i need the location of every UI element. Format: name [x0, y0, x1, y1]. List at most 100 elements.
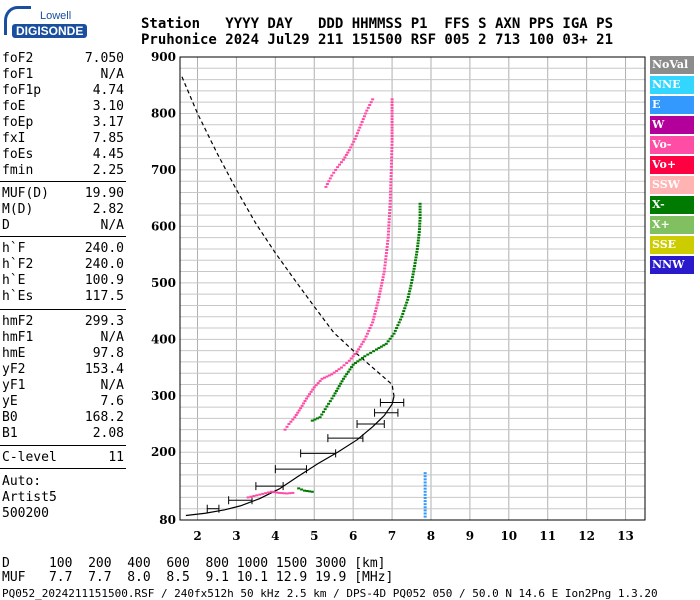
echo-point	[418, 219, 422, 222]
echo-point	[404, 304, 408, 307]
param-name: h`F	[2, 241, 26, 256]
param-value: 168.2	[84, 410, 124, 425]
echo-point	[418, 222, 422, 225]
param-row: hmE 97.8	[2, 346, 124, 362]
echo-point	[328, 177, 332, 180]
echo-point	[390, 137, 394, 140]
echo-point	[350, 143, 354, 146]
echo-point	[334, 168, 338, 171]
echo-point	[312, 386, 316, 389]
param-name: h`Es	[2, 289, 34, 304]
echo-point	[382, 344, 386, 347]
echo-point	[327, 402, 331, 405]
echo-point	[390, 129, 394, 132]
x-tick-label: 4	[271, 529, 279, 543]
echo-point	[346, 151, 350, 154]
echo-point	[423, 481, 427, 484]
echo-point	[335, 369, 339, 372]
echo-point	[389, 178, 393, 181]
param-name: D	[2, 218, 10, 233]
param-value: N/A	[100, 330, 124, 345]
echo-point	[423, 500, 427, 503]
echo-point	[372, 315, 376, 318]
x-tick-label: 6	[349, 529, 357, 543]
echo-point	[389, 184, 393, 187]
echo-point	[390, 106, 394, 109]
param-name: hmF1	[2, 330, 34, 345]
echo-point	[343, 156, 347, 159]
echo-point	[360, 343, 364, 346]
echo-point	[423, 506, 427, 509]
echo-point	[406, 295, 410, 298]
echo-point	[418, 214, 422, 217]
echo-point	[423, 490, 427, 493]
echo-point	[423, 472, 427, 475]
echo-point	[389, 162, 393, 165]
param-row: D N/A	[2, 218, 124, 234]
echo-point	[367, 329, 371, 332]
echo-point	[296, 411, 300, 414]
legend-item: NoVal	[650, 56, 694, 74]
echo-point	[372, 350, 376, 353]
legend-item: X-	[650, 196, 694, 214]
param-row: fxI 7.85	[2, 131, 124, 147]
echo-point	[389, 175, 393, 178]
echo-point	[345, 362, 349, 365]
echo-point	[332, 394, 336, 397]
echo-point	[408, 287, 412, 290]
echo-point	[417, 231, 421, 234]
echo-point	[325, 405, 329, 408]
param-value: 3.10	[92, 99, 124, 114]
echo-point	[388, 205, 392, 208]
echo-point	[388, 193, 392, 196]
echo-point	[414, 256, 418, 259]
echo-point	[332, 171, 336, 174]
param-value: N/A	[100, 218, 124, 233]
param-separator	[0, 236, 126, 237]
model-curve	[181, 76, 395, 397]
param-name: foF1	[2, 67, 34, 82]
echo-point	[379, 284, 383, 287]
echo-point	[357, 348, 361, 351]
echo-point	[269, 490, 273, 493]
param-value: 100.9	[84, 273, 124, 288]
echo-point	[300, 404, 304, 407]
param-name: h`F2	[2, 257, 34, 272]
echo-point	[351, 355, 355, 358]
echo-point	[388, 212, 392, 215]
param-name: B1	[2, 426, 18, 441]
echo-point	[382, 270, 386, 273]
echo-point	[299, 407, 303, 410]
echo-point	[417, 236, 421, 239]
echo-point	[415, 247, 419, 250]
echo-point	[337, 385, 341, 388]
echo-point	[313, 418, 317, 421]
param-value: 19.90	[84, 186, 124, 201]
echo-point	[371, 321, 375, 324]
echo-point	[412, 270, 416, 273]
echo-point	[417, 228, 421, 231]
echo-point	[408, 290, 412, 293]
echo-point	[390, 150, 394, 153]
logo-lowell: Lowell	[40, 10, 72, 22]
param-name: yE	[2, 394, 18, 409]
x-tick-label: 3	[232, 529, 240, 543]
echo-point	[415, 250, 419, 253]
echo-point	[308, 490, 312, 493]
param-row: yE 7.6	[2, 394, 124, 410]
echo-point	[389, 165, 393, 168]
echo-point	[327, 374, 331, 377]
param-name: MUF(D)	[2, 186, 49, 201]
param-row: hmF1 N/A	[2, 330, 124, 346]
echo-point	[314, 384, 318, 387]
x-tick-label: 5	[310, 529, 318, 543]
x-tick-label: 8	[427, 529, 435, 543]
x-tick-label: 9	[466, 529, 474, 543]
echo-point	[423, 496, 427, 499]
echo-point	[249, 495, 253, 498]
x-tick-label: 10	[500, 529, 517, 543]
param-row: foF1 N/A	[2, 67, 124, 83]
echo-point	[297, 409, 301, 412]
param-name: hmE	[2, 346, 26, 361]
echo-point	[322, 376, 326, 379]
